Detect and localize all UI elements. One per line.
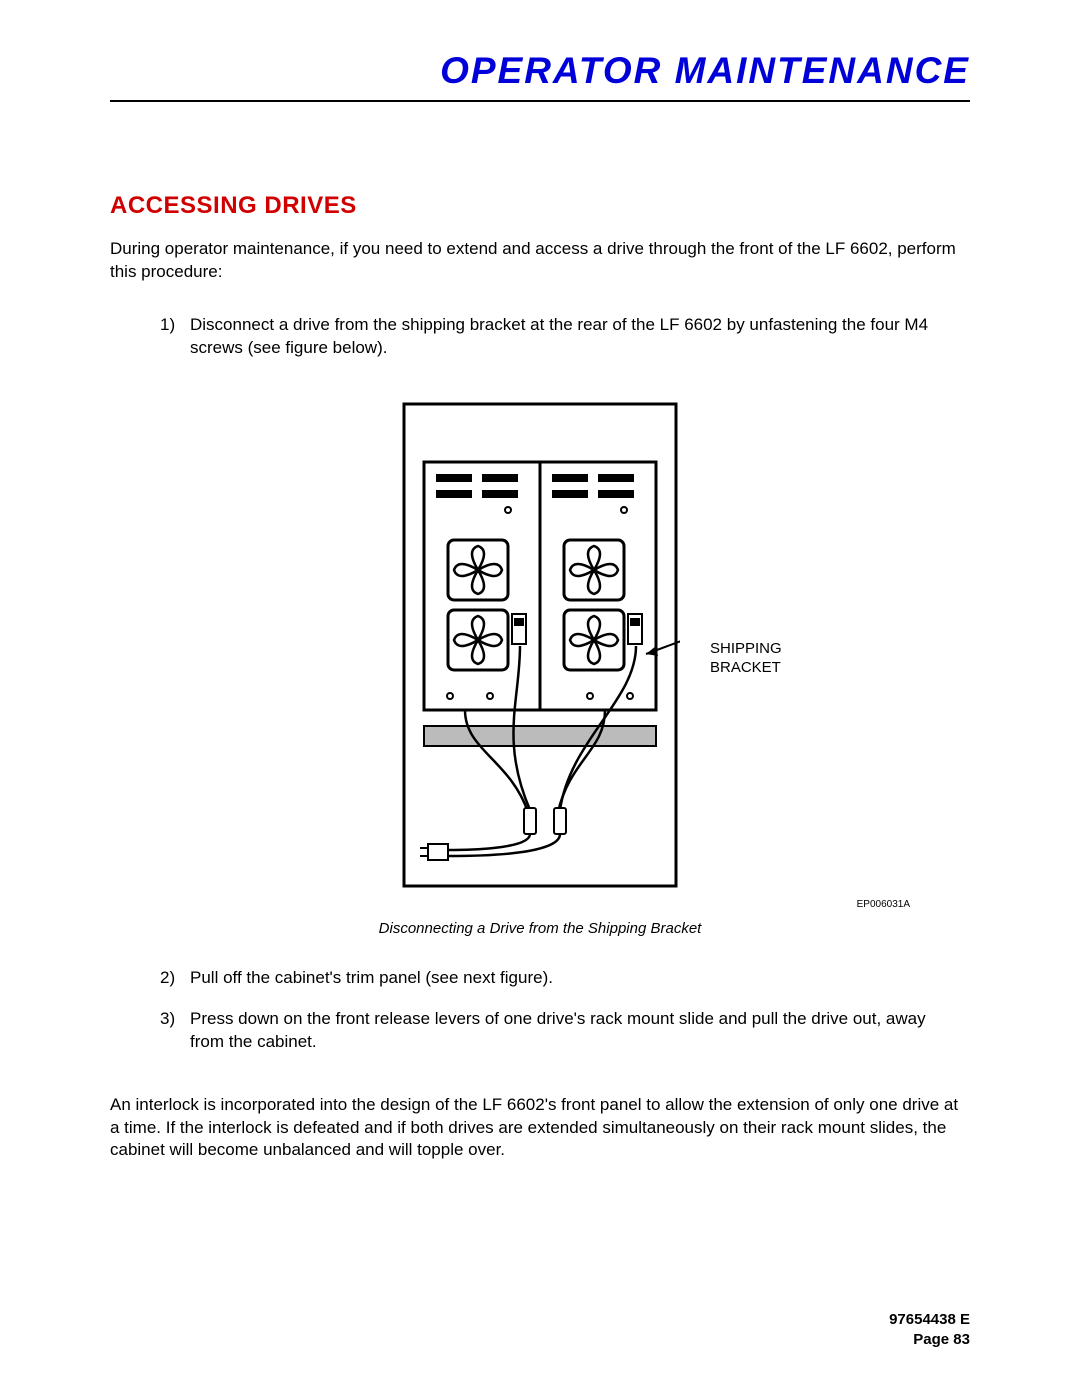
figure-id: EP006031A (857, 899, 910, 910)
warning-paragraph: An interlock is incorporated into the de… (110, 1094, 970, 1163)
step-item: 3) Press down on the front release lever… (160, 1008, 960, 1054)
steps-list-bottom: 2) Pull off the cabinet's trim panel (se… (160, 967, 960, 1054)
step-number: 1) (160, 314, 190, 360)
step-item: 1) Disconnect a drive from the shipping … (160, 314, 960, 360)
figure-caption: Disconnecting a Drive from the Shipping … (379, 920, 702, 937)
step-number: 2) (160, 967, 190, 990)
intro-paragraph: During operator maintenance, if you need… (110, 238, 970, 284)
step-text: Disconnect a drive from the shipping bra… (190, 314, 960, 360)
cabinet-diagram-icon (400, 400, 680, 890)
step-number: 3) (160, 1008, 190, 1054)
page-title: OPERATOR MAINTENANCE (110, 50, 970, 92)
step-text: Pull off the cabinet's trim panel (see n… (190, 967, 960, 990)
page-number: Page 83 (889, 1330, 970, 1350)
page-footer: 97654438 E Page 83 (889, 1310, 970, 1349)
step-item: 2) Pull off the cabinet's trim panel (se… (160, 967, 960, 990)
step-text: Press down on the front release levers o… (190, 1008, 960, 1054)
figure-callout: SHIPPING BRACKET (710, 640, 782, 678)
title-rule (110, 100, 970, 102)
section-heading: ACCESSING DRIVES (110, 192, 970, 220)
steps-list-top: 1) Disconnect a drive from the shipping … (160, 314, 960, 360)
doc-id: 97654438 E (889, 1310, 970, 1330)
figure: SHIPPING BRACKET EP006031A Disconnecting… (110, 400, 970, 937)
